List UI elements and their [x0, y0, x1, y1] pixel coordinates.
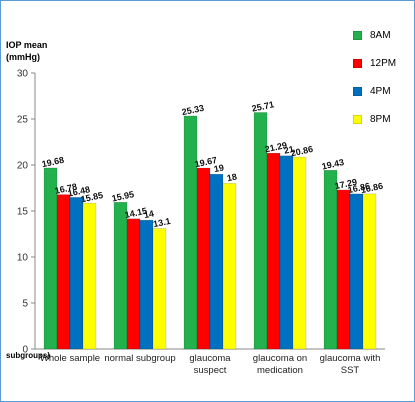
bar	[266, 152, 281, 350]
bar	[362, 193, 377, 350]
data-label: 14	[143, 208, 155, 220]
data-label: 15.95	[111, 189, 135, 203]
x-tick-label: glaucoma suspect	[189, 353, 231, 376]
y-axis-title-line-1: IOP mean	[6, 40, 48, 50]
bar	[82, 202, 97, 350]
y-axis-title-line-2: (mmHg)	[6, 52, 40, 62]
bar	[349, 193, 364, 350]
bar	[209, 173, 224, 350]
y-tick-label: 30	[17, 69, 29, 80]
bar	[323, 169, 338, 350]
y-tick-label: 10	[17, 253, 29, 264]
data-label: 21	[283, 144, 295, 156]
bar	[126, 218, 141, 350]
data-label: 25.33	[181, 103, 205, 117]
data-label: 16.48	[67, 184, 91, 198]
legend-item-12pm: 12PM	[353, 57, 396, 69]
legend-swatch	[353, 30, 362, 40]
bar	[139, 219, 154, 350]
data-label: 19.67	[194, 155, 218, 169]
y-tick-label: 25	[17, 115, 29, 126]
legend-swatch	[353, 114, 362, 124]
x-tick-label: glaucoma with SST	[320, 353, 381, 376]
bar	[222, 183, 237, 350]
data-label: 16.86	[360, 181, 384, 195]
y-axis-title: IOP mean (mmHg)	[6, 39, 47, 63]
legend-swatch	[353, 58, 362, 68]
legend-item-8am: 8AM	[353, 29, 396, 41]
x-tick-label: glaucoma on medication	[253, 353, 307, 376]
bar	[69, 197, 84, 350]
legend-label: 12PM	[370, 57, 397, 69]
data-label: 16.86	[347, 181, 371, 195]
y-tick-label: 15	[17, 207, 29, 218]
legend-item-8pm: 8PM	[353, 113, 396, 125]
legend-label: 4PM	[370, 85, 391, 97]
data-label: 25.71	[251, 99, 275, 113]
data-label: 15.85	[80, 190, 104, 204]
data-label: 16.78	[54, 181, 78, 195]
bar	[336, 189, 351, 350]
data-label: 13.1	[152, 216, 171, 229]
data-label: 19.68	[41, 155, 65, 169]
legend: 8AM 12PM 4PM 8PM	[353, 29, 396, 141]
data-label: 21.29	[264, 140, 288, 154]
data-label: 19.43	[321, 157, 345, 171]
bar	[152, 228, 167, 350]
y-tick-label: 0	[22, 345, 28, 356]
x-tick-label: normal subgroup	[104, 353, 175, 364]
bar	[56, 194, 71, 350]
legend-label: 8AM	[370, 29, 391, 41]
bar	[113, 202, 128, 350]
bar	[196, 167, 211, 350]
x-axis-title: subgroups)	[6, 351, 50, 360]
bar	[292, 156, 307, 350]
data-label: 19	[213, 162, 225, 174]
data-label: 20.86	[290, 144, 314, 158]
bar	[279, 155, 294, 350]
data-label: 17.29	[334, 177, 358, 191]
legend-item-4pm: 4PM	[353, 85, 396, 97]
y-tick-label: 5	[22, 299, 28, 310]
legend-swatch	[353, 86, 362, 96]
legend-label: 8PM	[370, 113, 391, 125]
y-tick-label: 20	[17, 161, 29, 172]
data-label: 18	[226, 172, 238, 184]
bar	[183, 115, 198, 350]
data-label: 14.15	[124, 206, 148, 220]
x-tick-label: Whole sample	[40, 353, 100, 364]
